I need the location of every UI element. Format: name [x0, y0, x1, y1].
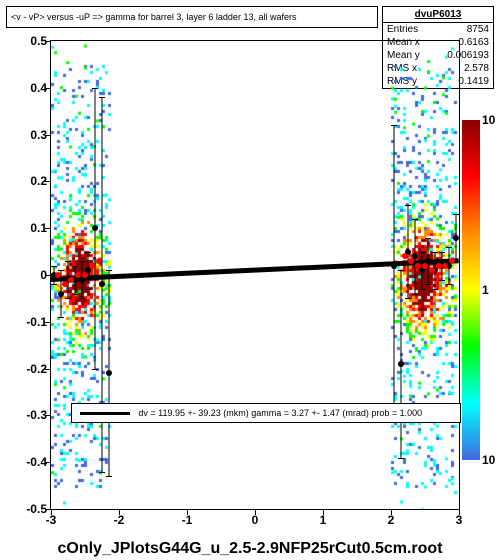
- errorbar-cap: [106, 270, 112, 271]
- errorbar-cap: [419, 252, 425, 253]
- profile-marker-red: [62, 281, 68, 287]
- errorbar-cap: [92, 88, 98, 89]
- errorbar-cap: [99, 472, 105, 473]
- errorbar-cap: [92, 369, 98, 370]
- x-tick-label: 1: [320, 513, 327, 527]
- profile-marker-red: [68, 277, 74, 283]
- x-tick-label: 2: [388, 513, 395, 527]
- y-tick-label: 0.1: [30, 221, 47, 235]
- profile-marker-red: [422, 263, 428, 269]
- profile-marker-red: [75, 272, 81, 278]
- errorbar-cap: [425, 238, 431, 239]
- errorbar-cap: [51, 284, 57, 285]
- profile-marker-black: [92, 225, 98, 231]
- profile-marker-red: [408, 258, 414, 264]
- footer-filename: cOnly_JPlotsG44G_u_2.5-2.9NFP25rCut0.5cm…: [57, 540, 442, 558]
- profile-marker-red: [436, 263, 442, 269]
- profile-marker-red: [96, 258, 102, 264]
- errorbar-cap: [453, 214, 459, 215]
- stats-meanx-value: 0.6163: [458, 37, 489, 48]
- y-tick-label: 0.5: [30, 34, 47, 48]
- stats-entries-value: 8754: [467, 24, 489, 35]
- errorbar-cap: [446, 284, 452, 285]
- errorbar-cap: [106, 476, 112, 477]
- profile-marker-black: [99, 281, 105, 287]
- fit-legend: dv = 119.95 +- 39.23 (mkm) gamma = 3.27 …: [71, 403, 461, 423]
- x-tick-label: -2: [114, 513, 125, 527]
- errorbar-cap: [398, 270, 404, 271]
- plot-title-box: <v - vP> versus -uP => gamma for barrel …: [6, 6, 378, 28]
- errorbar-cap: [51, 266, 57, 267]
- y-tick-label: 0.4: [30, 81, 47, 95]
- errorbar-cap: [85, 252, 91, 253]
- x-tick-label: -3: [46, 513, 57, 527]
- stats-rmsx-value: 2.578: [464, 63, 489, 74]
- stats-entries-label: Entries: [387, 24, 418, 35]
- plot-area: -0.5-0.4-0.3-0.2-0.100.10.20.30.40.5-3-2…: [50, 40, 460, 510]
- colorbar-tick-label: 1: [482, 283, 489, 297]
- errorbar-cap: [405, 298, 411, 299]
- x-tick-label: 0: [252, 513, 259, 527]
- profile-marker-red: [402, 253, 408, 259]
- errorbar-cap: [432, 289, 438, 290]
- profile-marker-black: [453, 235, 459, 241]
- errorbar-cap: [85, 289, 91, 290]
- errorbar-cap: [412, 219, 418, 220]
- y-tick-label: 0.2: [30, 174, 47, 188]
- profile-marker-red: [429, 267, 435, 273]
- profile-marker-black: [106, 370, 112, 376]
- x-tick-label: 3: [456, 513, 463, 527]
- y-tick-label: 0: [40, 268, 47, 282]
- errorbar-cap: [439, 252, 445, 253]
- stats-name: dvuP6013: [383, 7, 493, 23]
- profile-marker-red: [442, 263, 448, 269]
- errorbar-cap: [398, 458, 404, 459]
- y-tick-label: 0.3: [30, 128, 47, 142]
- y-tick-label: -0.3: [26, 408, 47, 422]
- errorbar-cap: [65, 298, 71, 299]
- y-tick-label: -0.4: [26, 455, 47, 469]
- profile-marker-red: [82, 272, 88, 278]
- y-tick-label: -0.1: [26, 315, 47, 329]
- errorbar-cap: [65, 261, 71, 262]
- stats-entries-row: Entries 8754: [383, 23, 493, 36]
- errorbar-cap: [58, 317, 64, 318]
- errorbar-cap: [405, 205, 411, 206]
- errorbar-cap: [419, 289, 425, 290]
- errorbar-cap: [391, 125, 397, 126]
- profile-marker-red: [449, 258, 455, 264]
- y-tick-label: -0.2: [26, 362, 47, 376]
- y-tick-label: -0.5: [26, 502, 47, 516]
- profile-marker-black: [391, 263, 397, 269]
- errorbar-cap: [425, 284, 431, 285]
- errorbar-cap: [412, 294, 418, 295]
- legend-text: dv = 119.95 +- 39.23 (mkm) gamma = 3.27 …: [138, 408, 422, 418]
- profile-marker-black: [58, 291, 64, 297]
- colorbar: 10110: [462, 120, 480, 460]
- profile-marker-red: [415, 263, 421, 269]
- errorbar-cap: [79, 261, 85, 262]
- profile-marker-red: [55, 272, 61, 278]
- errorbar-cap: [439, 280, 445, 281]
- errorbar-cap: [99, 97, 105, 98]
- x-tick-label: -1: [182, 513, 193, 527]
- colorbar-tick-label: 10: [482, 453, 495, 467]
- errorbar-cap: [446, 247, 452, 248]
- stats-rmsy-value: 0.1419: [458, 76, 489, 87]
- legend-line-icon: [80, 412, 130, 415]
- profile-marker-red: [89, 263, 95, 269]
- profile-marker-black: [398, 361, 404, 367]
- plot-title: <v - vP> versus -uP => gamma for barrel …: [11, 12, 296, 22]
- errorbar-cap: [58, 270, 64, 271]
- errorbar-cap: [432, 252, 438, 253]
- errorbar-cap: [72, 294, 78, 295]
- errorbar-cap: [72, 266, 78, 267]
- errorbar-cap: [79, 298, 85, 299]
- colorbar-tick-label: 10: [482, 113, 495, 127]
